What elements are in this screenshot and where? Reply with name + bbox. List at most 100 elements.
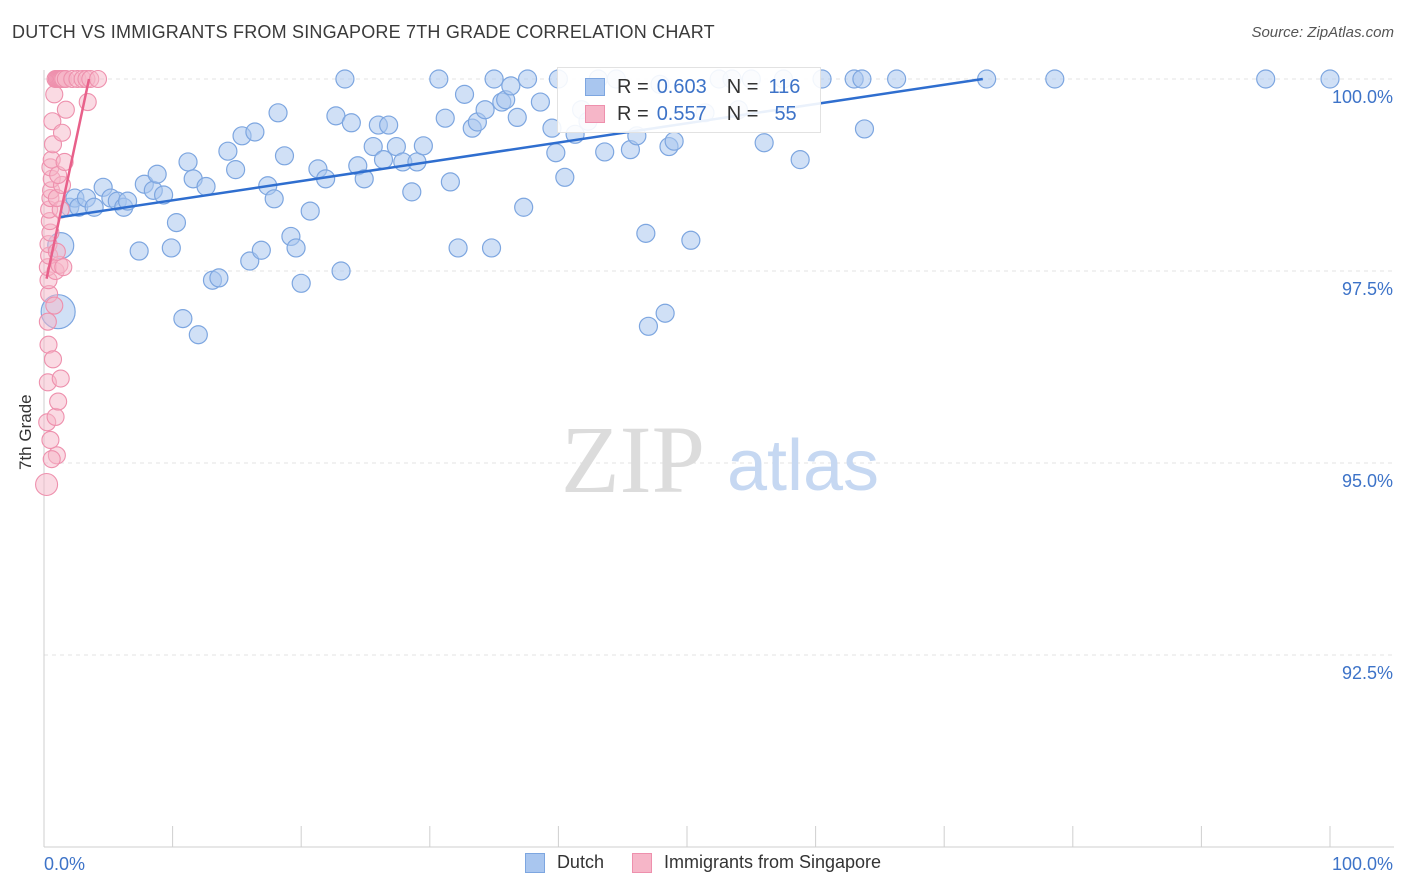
y-tick-label-0: 100.0% (1332, 87, 1393, 107)
stats-row-singapore: R = 0.557 N = 55 (558, 100, 797, 128)
dutch-point (555, 167, 575, 187)
dutch-point (854, 119, 875, 139)
dutch-r-value: 0.603 (656, 75, 707, 98)
watermark-atlas: atlas (727, 426, 879, 506)
singapore-n-label: N = (726, 102, 759, 125)
singapore-swatch (585, 105, 605, 123)
dutch-point (595, 142, 615, 162)
dutch-point (530, 92, 550, 112)
legend-dutch-swatch (524, 852, 545, 873)
singapore-point (46, 407, 65, 426)
grid-lines (44, 78, 1394, 656)
dutch-point (264, 189, 284, 209)
legend-singapore-label: Immigrants from Singapore (663, 852, 882, 872)
x-tick-label-max: 100.0% (1332, 854, 1393, 874)
dutch-point (226, 160, 246, 180)
singapore-point (35, 472, 59, 497)
y-tick-label-3: 92.5% (1342, 663, 1393, 683)
legend-item-dutch[interactable]: Dutch (524, 852, 604, 873)
singapore-n-value: 55 (774, 102, 797, 125)
dutch-point (636, 223, 656, 243)
watermark-zip: ZIP (561, 406, 705, 513)
dutch-point (517, 69, 538, 89)
dutch-point (363, 136, 383, 157)
dutch-point (514, 197, 534, 217)
legend: Dutch Immigrants from Singapore (0, 852, 1406, 873)
singapore-points (35, 69, 108, 497)
singapore-trendline (45, 78, 91, 279)
dutch-n-value: 116 (768, 75, 801, 98)
dutch-point (481, 238, 502, 258)
x-tick-label-min: 0.0% (44, 854, 85, 874)
dutch-point (852, 69, 872, 89)
stats-box: R = 0.603 N = 116 R = 0.557 N = 55 (557, 67, 821, 133)
singapore-point (88, 69, 108, 89)
dutch-n-label: N = (726, 75, 759, 98)
dutch-trendline (59, 77, 983, 219)
singapore-point (43, 112, 62, 131)
dutch-point (147, 164, 167, 184)
singapore-point (45, 85, 64, 104)
dutch-point (1256, 69, 1276, 89)
singapore-point (41, 430, 60, 450)
dutch-point (291, 273, 311, 293)
dutch-point (188, 325, 208, 345)
dutch-point (413, 136, 433, 156)
dutch-point (209, 268, 229, 288)
dutch-point (166, 213, 187, 233)
dutch-point (173, 309, 193, 329)
singapore-point (54, 258, 73, 277)
legend-dutch-label: Dutch (556, 852, 604, 872)
y-tick-label-1: 97.5% (1342, 279, 1393, 299)
dutch-point (546, 143, 566, 163)
singapore-point (52, 123, 72, 142)
dutch-point (196, 176, 216, 197)
dutch-point (245, 122, 265, 142)
dutch-point (454, 84, 475, 104)
dutch-point (475, 100, 495, 120)
y-axis-label: 7th Grade (16, 394, 35, 470)
dutch-point (251, 240, 271, 260)
dutch-point (268, 103, 288, 123)
dutch-point (402, 182, 422, 202)
singapore-point (43, 350, 63, 369)
dutch-point (274, 146, 295, 166)
singapore-point (56, 100, 75, 119)
source-label: Source: ZipAtlas.com (1251, 24, 1394, 41)
dutch-point (448, 238, 468, 258)
dutch-point (354, 169, 374, 189)
dutch-point (161, 238, 181, 258)
dutch-point (300, 201, 320, 221)
dutch-point (153, 185, 174, 205)
tick-labels: 100.0% 97.5% 95.0% 92.5% 0.0% 100.0% (44, 87, 1393, 874)
dutch-point (507, 107, 527, 128)
dutch-point (1320, 69, 1340, 89)
dutch-point (218, 141, 238, 161)
dutch-swatch (585, 78, 605, 96)
axes (43, 70, 1394, 848)
dutch-point (664, 131, 684, 151)
watermark: ZIP atlas (561, 406, 879, 513)
dutch-point (681, 230, 701, 250)
dutch-point (178, 152, 198, 172)
dutch-point (790, 150, 810, 170)
dutch-point (440, 172, 460, 192)
dutch-point (341, 113, 361, 133)
singapore-point (55, 152, 74, 171)
singapore-r-label: R = (617, 102, 649, 125)
singapore-point (49, 392, 68, 411)
dutch-point (286, 238, 306, 258)
y-tick-label-2: 95.0% (1342, 471, 1393, 491)
dutch-point (484, 69, 504, 89)
dutch-point (331, 261, 351, 281)
dutch-point (887, 69, 907, 89)
singapore-point (51, 369, 70, 388)
singapore-point (45, 296, 64, 315)
dutch-point (335, 69, 355, 89)
dutch-point (429, 69, 449, 89)
dutch-point (655, 303, 675, 323)
dutch-point (379, 115, 399, 135)
singapore-point (42, 450, 61, 469)
legend-item-singapore[interactable]: Immigrants from Singapore (631, 852, 882, 873)
